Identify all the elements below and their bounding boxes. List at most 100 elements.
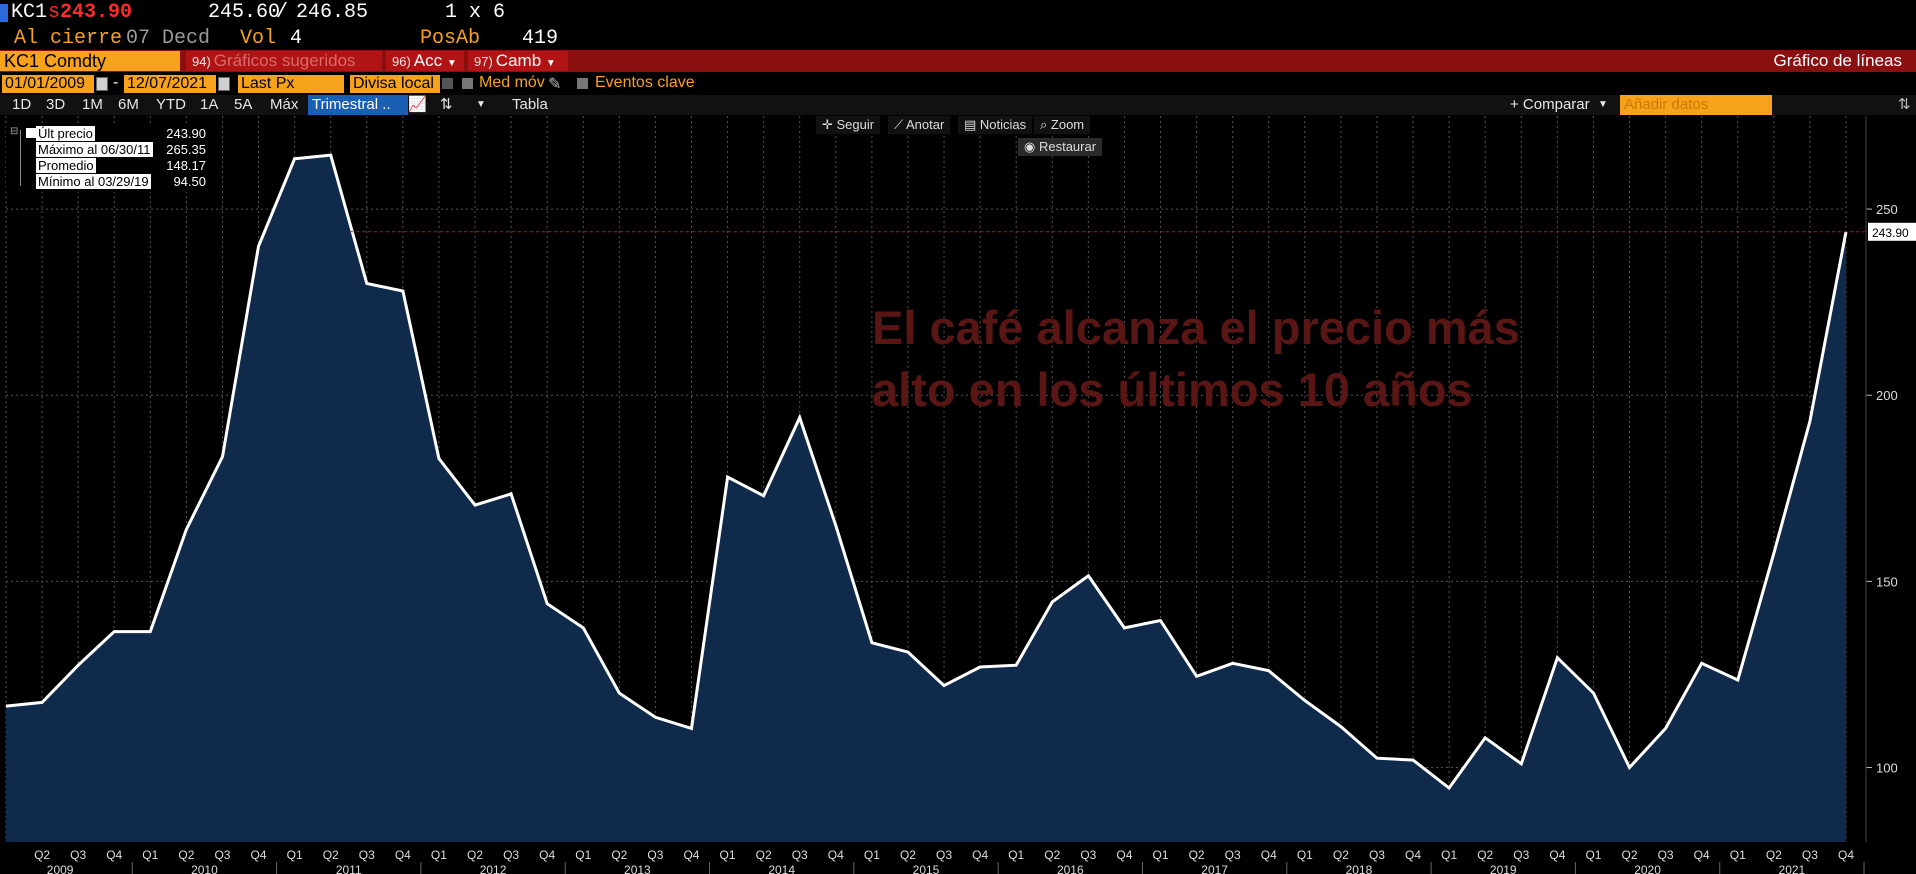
suggested-charts-button[interactable]: 94) Gráficos sugeridos: [186, 51, 382, 71]
x-tick-label: Q4: [1405, 848, 1421, 862]
chart-settings-icon[interactable]: ⇅: [440, 96, 453, 113]
x-tick-label: Q1: [1730, 848, 1746, 862]
x-tick-label: Q2: [1622, 848, 1638, 862]
key-events-checkbox[interactable]: [577, 78, 588, 89]
currency-selector[interactable]: Divisa local: [350, 75, 440, 93]
legend-label: Máximo al 06/30/11: [36, 142, 153, 157]
pen-icon: ⟋: [894, 117, 906, 132]
actions-label: Acc: [413, 51, 443, 70]
x-year-label: 2018: [1346, 863, 1373, 874]
range-button[interactable]: 5A: [234, 96, 253, 113]
bid-ask-separator: /: [276, 1, 289, 24]
chevron-down-icon[interactable]: ▼: [476, 99, 486, 110]
start-date-field[interactable]: 01/01/2009: [2, 75, 94, 93]
zoom-tool[interactable]: ⌕ Zoom: [1034, 116, 1091, 134]
x-year-label: 2013: [624, 863, 651, 874]
volume-label: Vol: [240, 27, 277, 50]
calendar-icon[interactable]: [218, 77, 230, 91]
table-button[interactable]: Tabla: [512, 96, 548, 113]
annotation-line-1: El café alcanza el precio más: [872, 301, 1520, 354]
x-tick-label: Q1: [1441, 848, 1457, 862]
follow-tool[interactable]: ✛ Seguir: [816, 116, 881, 134]
suggested-num: 94): [192, 54, 211, 69]
range-button[interactable]: 6M: [118, 96, 139, 113]
currency-symbol: s: [48, 1, 61, 24]
close-label: Al cierre: [14, 27, 123, 50]
x-tick-label: Q3: [503, 848, 519, 862]
x-tick-label: Q2: [1333, 848, 1349, 862]
legend-value: 148.17: [166, 158, 206, 173]
chevron-down-icon: ▼: [545, 58, 556, 69]
pencil-icon[interactable]: ✎: [548, 76, 562, 93]
function-toolbar: KC1 Comdty 94) Gráficos sugeridos 96) Acc …: [0, 50, 1916, 72]
calendar-icon[interactable]: [96, 77, 108, 91]
y-tick-label: 150: [1876, 574, 1898, 589]
x-tick-label: Q4: [828, 848, 844, 862]
x-year-label: 2012: [480, 863, 507, 874]
currency-dropdown-icon[interactable]: [442, 78, 453, 89]
range-button[interactable]: 1M: [82, 96, 103, 113]
key-events-label: Eventos clave: [595, 74, 695, 91]
x-year-label: 2020: [1634, 863, 1661, 874]
security-field[interactable]: KC1 Comdty: [0, 51, 180, 71]
chart-legend: ⊟ Últ precio 243.90 Máximo al 06/30/11 2…: [6, 124, 209, 192]
period-selector[interactable]: Trimestral ..: [308, 95, 408, 115]
legend-connector: [20, 130, 21, 186]
x-tick-label: Q4: [1116, 848, 1132, 862]
range-button[interactable]: YTD: [156, 96, 186, 113]
x-tick-label: Q3: [359, 848, 375, 862]
x-tick-label: Q3: [214, 848, 230, 862]
x-tick-label: Q2: [178, 848, 194, 862]
x-tick-label: Q4: [1261, 848, 1277, 862]
range-button[interactable]: Máx: [270, 96, 299, 113]
moving-average-checkbox[interactable]: [462, 78, 473, 89]
volume-value: 4: [290, 27, 303, 50]
scroll-arrow-icon[interactable]: ⇅: [1898, 96, 1911, 113]
annotate-tool[interactable]: ⟋ Anotar: [888, 116, 951, 134]
zoom-label: Zoom: [1050, 117, 1085, 132]
legend-item-last: Últ precio 243.90: [26, 126, 206, 141]
annotation-line-2: alto en los últimos 10 años: [872, 363, 1473, 416]
x-tick-label: Q2: [467, 848, 483, 862]
y-tick-label: 100: [1876, 761, 1898, 776]
x-tick-label: Q2: [323, 848, 339, 862]
ask-price: 246.85: [296, 1, 369, 24]
x-tick-label: Q4: [683, 848, 699, 862]
news-icon: ▤: [964, 117, 980, 132]
chevron-down-icon[interactable]: ▼: [1598, 99, 1608, 110]
news-tool[interactable]: ▤ Noticias: [958, 116, 1033, 134]
add-data-input[interactable]: Añadir datos: [1620, 95, 1772, 115]
x-tick-label: Q1: [864, 848, 880, 862]
range-button[interactable]: 1A: [200, 96, 219, 113]
x-tick-label: Q1: [1008, 848, 1024, 862]
follow-label: Seguir: [836, 117, 875, 132]
x-tick-label: Q4: [251, 848, 267, 862]
range-button[interactable]: 1D: [12, 96, 32, 113]
x-tick-label: Q2: [756, 848, 772, 862]
x-tick-label: Q1: [287, 848, 303, 862]
legend-swatch: [26, 128, 36, 138]
x-tick-label: Q2: [1044, 848, 1060, 862]
change-menu-button[interactable]: 97) Camb ▼: [468, 51, 568, 71]
range-button[interactable]: 3D: [46, 96, 66, 113]
actions-menu-button[interactable]: 96) Acc ▼: [386, 51, 464, 71]
field-selector[interactable]: Last Px: [238, 75, 344, 93]
x-tick-label: Q1: [1297, 848, 1313, 862]
end-date-field[interactable]: 12/07/2021: [124, 75, 216, 93]
bid-ask-size: 1 x 6: [445, 1, 506, 24]
legend-value: 243.90: [166, 126, 206, 141]
last-value-tag: [1868, 222, 1916, 241]
x-tick-label: Q3: [1658, 848, 1674, 862]
reset-button[interactable]: ◉ Restaurar: [1018, 138, 1103, 156]
x-axis: Q2 Q3 Q4 Q1 Q2 Q3 Q4 Q1 Q2 Q3 Q4 Q1 Q2 Q3 Q4 Q1 Q2 Q3 Q4 Q1…: [34, 848, 1865, 874]
range-toolbar: 1D 3D 1M 6M YTD 1A 5A Máx Trimestral .. …: [0, 95, 1916, 115]
compare-button[interactable]: + Comparar: [1510, 96, 1590, 113]
x-year-label: 2014: [768, 863, 795, 874]
x-tick-label: Q3: [792, 848, 808, 862]
legend-collapse-icon[interactable]: ⊟: [10, 126, 19, 137]
date-dash: -: [113, 74, 119, 91]
legend-item-min: Mínimo al 03/29/19 94.50: [36, 174, 206, 189]
line-chart-icon[interactable]: 📈: [408, 96, 427, 113]
moving-average-label: Med móv: [479, 74, 545, 91]
